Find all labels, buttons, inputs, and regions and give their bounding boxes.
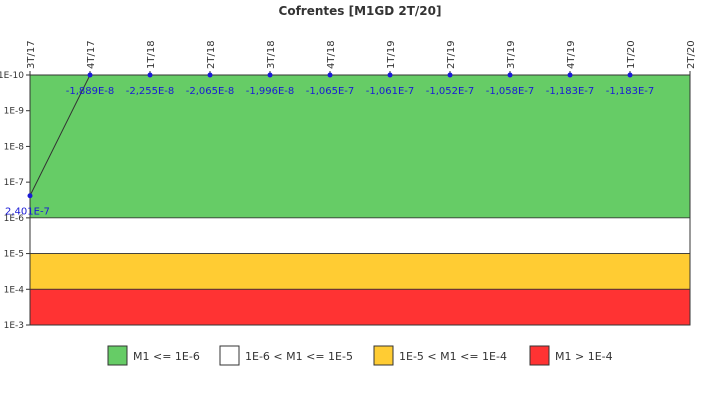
band-2 [29, 253, 691, 290]
legend-label-1: 1E-6 < M1 <= 1E-5 [245, 350, 353, 363]
data-label-7: -1,052E-7 [426, 86, 475, 97]
x-tick-label-10: 1T/20 [626, 40, 637, 69]
data-label-8: -1,058E-7 [486, 86, 535, 97]
legend: M1 <= 1E-6 1E-6 < M1 <= 1E-5 1E-5 < M1 <= … [107, 345, 613, 366]
data-label-5: -1,065E-7 [306, 86, 355, 97]
legend-swatch-2 [373, 345, 394, 366]
data-label-0: 2,401E-7 [5, 207, 50, 218]
series-line [27, 72, 633, 199]
series-0-point-10 [627, 72, 633, 78]
series-0-point-3 [207, 72, 213, 78]
series-0-point-1 [87, 72, 93, 78]
chart-title: Cofrentes [M1GD 2T/20] [279, 4, 442, 18]
y-tick-label-5: 1E-5 [4, 250, 24, 260]
legend-label-2: 1E-5 < M1 <= 1E-4 [399, 350, 507, 363]
y-tick-label-7: 1E-3 [4, 321, 24, 331]
data-labels: 2,401E-7 -1,889E-8 -2,255E-8 -2,065E-8 -1,99… [5, 86, 654, 218]
y-tick-label-3: 1E-7 [4, 178, 24, 188]
x-tick-label-5: 4T/18 [326, 40, 337, 69]
series-0-point-8 [507, 72, 513, 78]
x-tick-label-0: 3T/17 [26, 40, 37, 69]
risk-bands [29, 74, 691, 326]
x-tick-label-7: 2T/19 [446, 40, 457, 69]
x-tick-label-3: 2T/18 [206, 40, 217, 69]
data-label-1: -1,889E-8 [66, 86, 115, 97]
x-tick-label-8: 3T/19 [506, 40, 517, 69]
legend-swatch-3 [529, 345, 550, 366]
data-label-3: -2,065E-8 [186, 86, 235, 97]
series-0-point-4 [267, 72, 273, 78]
x-tick-label-9: 4T/19 [566, 40, 577, 69]
data-label-2: -2,255E-8 [126, 86, 175, 97]
x-tick-label-2: 1T/18 [146, 40, 157, 69]
data-label-4: -1,996E-8 [246, 86, 295, 97]
series-0-point-5 [327, 72, 333, 78]
y-tick-label-6: 1E-4 [4, 285, 25, 295]
legend-label-0: M1 <= 1E-6 [133, 350, 200, 363]
band-1 [29, 217, 691, 254]
series-0-point-6 [387, 72, 393, 78]
series-0-point-9 [567, 72, 573, 78]
data-label-6: -1,061E-7 [366, 86, 415, 97]
x-tick-label-4: 3T/18 [266, 40, 277, 69]
band-0 [29, 74, 691, 219]
x-tick-label-6: 1T/19 [386, 40, 397, 69]
x-tick-label-1: 4T/17 [86, 40, 97, 69]
series-0-point-7 [447, 72, 453, 78]
y-tick-label-0: 1E-10 [0, 71, 24, 81]
band-3 [29, 288, 691, 326]
legend-swatch-0 [107, 345, 128, 366]
legend-swatch-1 [219, 345, 240, 366]
y-tick-label-1: 1E-9 [4, 107, 25, 117]
y-tick-label-2: 1E-8 [4, 142, 25, 152]
legend-label-3: M1 > 1E-4 [555, 350, 613, 363]
series-0-point-0 [27, 193, 33, 199]
series-0-point-2 [147, 72, 153, 78]
data-label-10: -1,183E-7 [606, 86, 655, 97]
x-tick-label-11: 2T/20 [686, 40, 697, 69]
y-tick-label-4: 1E-6 [4, 214, 25, 224]
y-axis: 1E-10 1E-9 1E-8 1E-7 1E-6 1E-5 1E-4 1E-3 [0, 71, 30, 331]
x-axis: 3T/17 4T/17 1T/18 2T/18 3T/18 4T/18 1T/19 2T/19… [26, 40, 697, 75]
data-label-9: -1,183E-7 [546, 86, 595, 97]
